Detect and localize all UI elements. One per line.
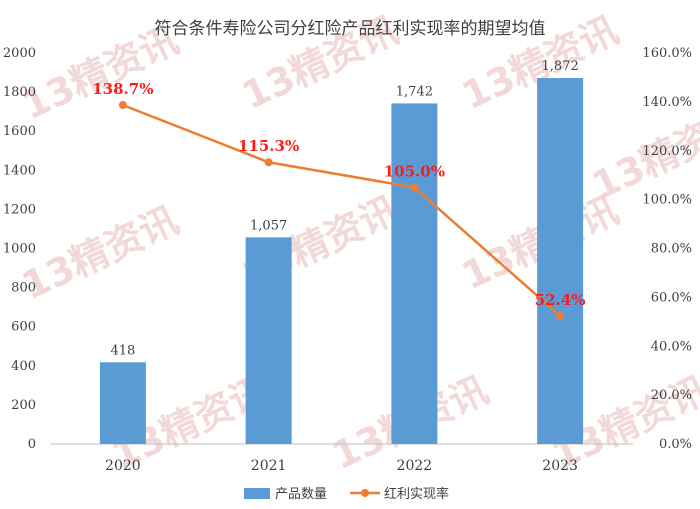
chart-title: 符合条件寿险公司分红险产品红利实现率的期望均值 bbox=[155, 19, 546, 39]
series-line bbox=[122, 103, 561, 317]
x-axis: 2020 2021 2022 2023 bbox=[105, 458, 578, 474]
left-axis: 0 200 400 600 800 1000 1200 1400 1600 1800 2000 bbox=[3, 46, 36, 452]
line-point bbox=[556, 311, 565, 320]
legend-label: 产品数量 bbox=[275, 487, 327, 502]
bar bbox=[245, 237, 292, 444]
legend-label: 红利实现率 bbox=[384, 486, 449, 502]
left-axis-tick: 1200 bbox=[3, 202, 36, 217]
line-point bbox=[118, 101, 127, 110]
right-axis-tick: 160.0% bbox=[642, 46, 692, 61]
bar bbox=[391, 103, 438, 445]
right-axis-tick: 60.0% bbox=[651, 290, 692, 305]
right-axis: 0.0% 20.0% 40.0% 60.0% 80.0% 100.0% 120.0% 140.… bbox=[642, 46, 692, 452]
legend-swatch-bar bbox=[244, 488, 270, 499]
x-axis-tick: 2022 bbox=[397, 458, 433, 474]
line-series: 138.7% 115.3% 105.0% 52.4% bbox=[92, 80, 586, 320]
line-data-label: 105.0% bbox=[384, 162, 445, 180]
right-axis-tick: 100.0% bbox=[642, 193, 692, 208]
left-axis-tick: 1600 bbox=[3, 124, 36, 139]
bar-series: 418 1,057 1,742 1,872 bbox=[99, 59, 584, 445]
right-axis-tick: 0.0% bbox=[659, 437, 692, 452]
left-axis-tick: 200 bbox=[11, 398, 36, 413]
left-axis-tick: 0 bbox=[28, 437, 36, 452]
left-axis-tick: 2000 bbox=[3, 46, 36, 61]
x-axis-tick: 2020 bbox=[105, 458, 141, 474]
left-axis-tick: 1800 bbox=[3, 85, 36, 100]
bar-data-label: 1,057 bbox=[250, 218, 287, 233]
left-axis-tick: 1400 bbox=[3, 163, 36, 178]
bar-data-label: 1,872 bbox=[542, 59, 579, 74]
bar-data-label: 418 bbox=[110, 343, 135, 358]
left-axis-tick: 1000 bbox=[3, 242, 36, 257]
right-axis-tick: 120.0% bbox=[642, 144, 692, 159]
line-data-label: 115.3% bbox=[238, 137, 299, 155]
right-axis-tick: 20.0% bbox=[651, 388, 692, 403]
watermark-logo: 13精资讯 bbox=[15, 198, 185, 308]
line-data-label: 52.4% bbox=[535, 291, 586, 309]
left-axis-tick: 800 bbox=[11, 281, 36, 296]
left-axis-tick: 400 bbox=[11, 359, 36, 374]
right-axis-tick: 140.0% bbox=[642, 95, 692, 110]
right-axis-tick: 40.0% bbox=[651, 339, 692, 354]
right-axis-tick: 80.0% bbox=[651, 242, 692, 257]
x-axis-tick: 2023 bbox=[542, 458, 578, 474]
line-data-label: 138.7% bbox=[92, 80, 153, 98]
legend-swatch-marker bbox=[361, 489, 369, 497]
bar-data-label: 1,742 bbox=[396, 84, 433, 99]
line-point bbox=[410, 183, 419, 192]
bar bbox=[99, 362, 146, 444]
left-axis-tick: 600 bbox=[11, 320, 36, 335]
x-axis-tick: 2021 bbox=[251, 458, 287, 474]
line-point bbox=[264, 158, 273, 167]
legend: 产品数量 红利实现率 bbox=[244, 486, 449, 502]
bar bbox=[537, 78, 584, 445]
